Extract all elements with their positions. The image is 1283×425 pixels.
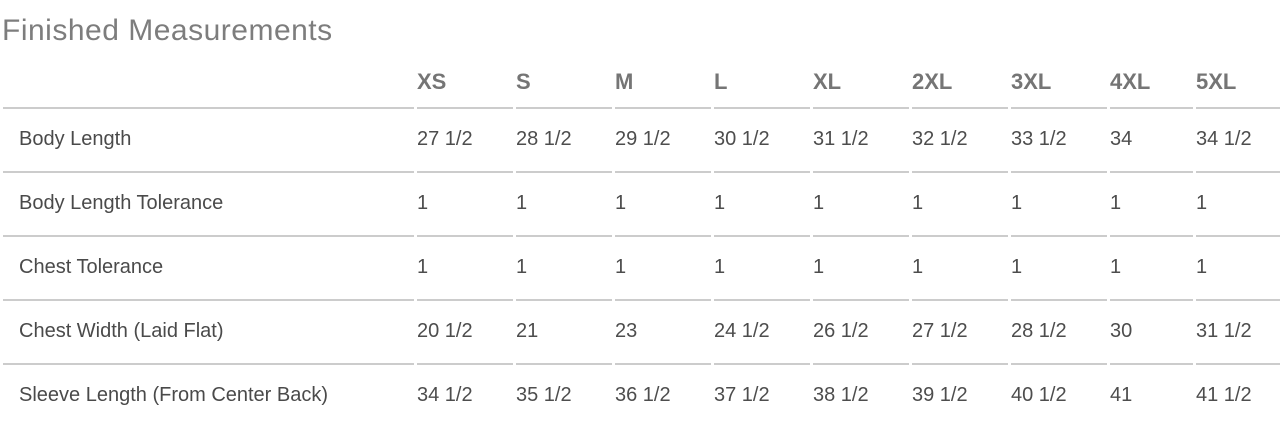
measurement-value-s: 1 [516,173,612,237]
measurement-value-2xl: 32 1/2 [912,109,1008,173]
measurement-value-4xl: 41 [1110,384,1133,406]
measurement-value-4xl: 1 [1110,173,1193,237]
measurement-value-xl: 1 [813,173,909,237]
measurement-value-l: 37 1/2 [714,384,770,406]
section-title: Finished Measurements [2,14,333,47]
measurement-value-s: 1 [516,237,612,301]
measurement-value-l: 30 1/2 [714,109,810,173]
measurement-label: Sleeve Length (From Center Back) [19,384,329,406]
measurement-value-s: 21 [516,301,612,365]
column-header-4xl: 4XL [1110,57,1193,109]
measurement-value-m: 23 [615,301,711,365]
measurement-value-3xl: 28 1/2 [1011,301,1107,365]
column-header-l: L [714,57,810,109]
measurement-value-3xl: 33 1/2 [1011,109,1107,173]
measurement-value-m: 1 [615,173,711,237]
column-header-2xl: 2XL [912,57,1008,109]
measurement-value-4xl: 1 [1110,237,1193,301]
column-header-5xl: 5XL [1196,57,1280,109]
measurement-value-4xl: 30 [1110,301,1193,365]
column-header-xl: XL [813,57,909,109]
measurement-value-xs: 20 1/2 [417,301,513,365]
measurement-value-m: 29 1/2 [615,109,711,173]
measurement-value-3xl: 1 [1011,237,1107,301]
measurement-row: Body Length 27 1/2 28 1/2 29 1/2 30 1/2 31 1/… [3,109,1280,173]
measurement-value-xl: 1 [813,237,909,301]
column-header-s: S [516,57,612,109]
measurement-value-xs: 1 [417,173,513,237]
measurement-row: Chest Width (Laid Flat) 20 1/2 21 23 24 1/2 2… [3,301,1280,365]
measurement-value-3xl: 40 1/2 [1011,384,1067,406]
measurement-value-xs: 1 [417,237,513,301]
size-chart-table: XS S M L XL 2XL 3XL 4XL 5XL Body Length 27 1/2 28 … [0,57,1283,425]
measurement-value-s: 35 1/2 [516,384,572,406]
column-header-3xl: 3XL [1011,57,1107,109]
size-chart-body: Body Length 27 1/2 28 1/2 29 1/2 30 1/2 31 1/… [3,109,1280,425]
measurement-value-xl: 38 1/2 [813,384,869,406]
measurement-value-xl: 31 1/2 [813,109,909,173]
size-header-row: XS S M L XL 2XL 3XL 4XL 5XL [3,57,1280,109]
measurement-value-5xl: 1 [1196,173,1280,237]
measurement-row: Sleeve Length (From Center Back) 34 1/2 35… [3,365,1280,425]
measurement-value-5xl: 41 1/2 [1196,384,1252,406]
header-spacer-cell [3,57,414,109]
measurement-value-2xl: 27 1/2 [912,301,1008,365]
measurement-label: Chest Width (Laid Flat) [3,301,414,365]
measurement-value-l: 24 1/2 [714,301,810,365]
measurement-value-2xl: 1 [912,237,1008,301]
measurement-row: Body Length Tolerance 1 1 1 1 1 1 1 1 1 [3,173,1280,237]
measurement-value-l: 1 [714,237,810,301]
measurement-value-s: 28 1/2 [516,109,612,173]
measurement-value-2xl: 1 [912,173,1008,237]
measurement-value-m: 1 [615,237,711,301]
measurement-value-4xl: 34 [1110,109,1193,173]
column-header-xs: XS [417,57,513,109]
measurement-value-l: 1 [714,173,810,237]
measurement-value-5xl: 31 1/2 [1196,301,1280,365]
measurement-value-5xl: 1 [1196,237,1280,301]
measurement-value-5xl: 34 1/2 [1196,109,1280,173]
measurement-value-m: 36 1/2 [615,384,671,406]
measurement-label: Body Length Tolerance [3,173,414,237]
measurement-value-xl: 26 1/2 [813,301,909,365]
measurement-value-xs: 34 1/2 [417,384,473,406]
measurement-row: Chest Tolerance 1 1 1 1 1 1 1 1 1 [3,237,1280,301]
measurement-value-3xl: 1 [1011,173,1107,237]
column-header-m: M [615,57,711,109]
measurement-value-xs: 27 1/2 [417,109,513,173]
measurement-label: Body Length [3,109,414,173]
measurement-label: Chest Tolerance [3,237,414,301]
measurement-value-2xl: 39 1/2 [912,384,968,406]
